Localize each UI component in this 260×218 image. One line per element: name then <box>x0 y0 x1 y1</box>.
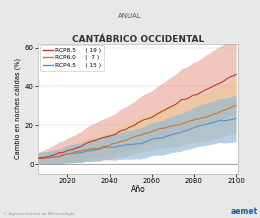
Text: ANUAL: ANUAL <box>118 12 142 19</box>
Legend: RCP8.5     ( 19 ), RCP6.0     (  7 ), RCP4.5     ( 15 ): RCP8.5 ( 19 ), RCP6.0 ( 7 ), RCP4.5 ( 15… <box>40 45 105 71</box>
Title: CANTÁBRICO OCCIDENTAL: CANTÁBRICO OCCIDENTAL <box>72 35 204 44</box>
Text: aemet: aemet <box>230 207 257 216</box>
Y-axis label: Cambio en noches cálidas (%): Cambio en noches cálidas (%) <box>15 58 22 159</box>
Text: © Agencia Estatal de Meteorología: © Agencia Estatal de Meteorología <box>3 212 74 216</box>
X-axis label: Año: Año <box>131 185 145 194</box>
